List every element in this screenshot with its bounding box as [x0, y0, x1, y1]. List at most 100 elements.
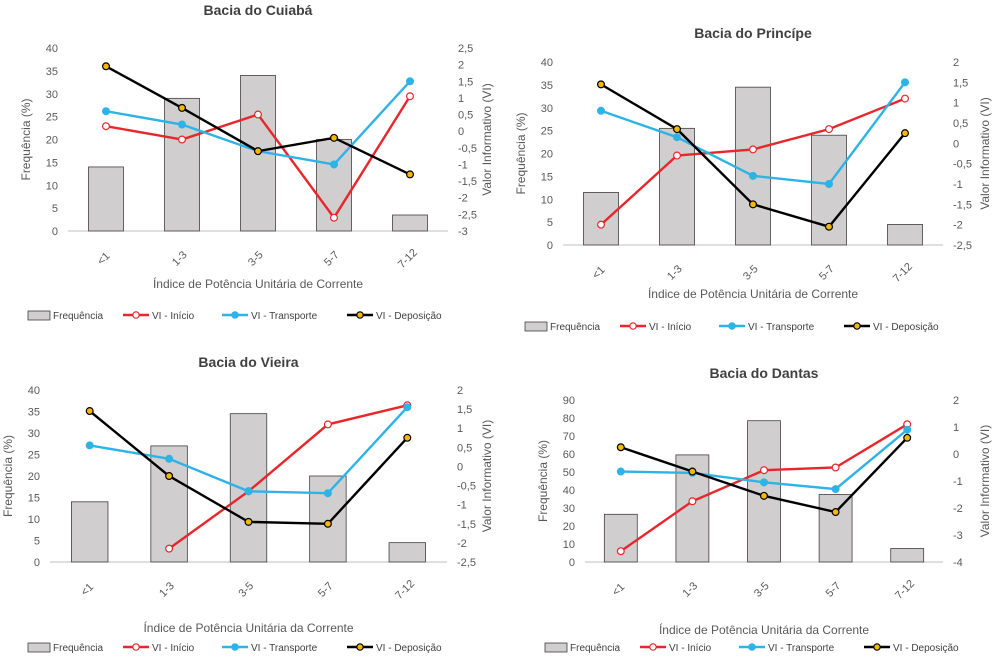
chart-svg: Bacia do Princípe0510152025303540-2,5-2-… [514, 25, 992, 333]
line-point [688, 497, 697, 506]
legend-item: VI - Início [123, 643, 195, 654]
line-point [165, 544, 174, 553]
legend-item: VI - Transporte [739, 643, 835, 654]
y-axis-title: Frequência (%) [19, 98, 33, 180]
line-point [749, 171, 758, 180]
y2-tick-label: 1,5 [458, 76, 473, 88]
y-tick-label: 30 [46, 89, 58, 101]
line-point [831, 463, 840, 472]
line-point [244, 487, 253, 496]
line-point [244, 517, 253, 526]
line-point [330, 160, 339, 169]
legend-swatch-marker [356, 311, 364, 319]
y-tick-label: 15 [541, 171, 553, 183]
legend-item: VI - Início [640, 643, 712, 654]
y-tick-label: 25 [28, 450, 40, 462]
legend-swatch-marker [132, 643, 140, 651]
legend-item: VI - Transporte [222, 311, 318, 322]
chart-panel-vieira: Bacia do Vieira 0 5 10 15 20 25 30 35 40 -2,5 -2 -1,… [0, 345, 497, 656]
chart-title: Bacia do Cuiabá [204, 2, 313, 18]
legend-item: VI - Transporte [719, 322, 815, 333]
y-tick-label: 40 [541, 57, 553, 69]
line-point [760, 478, 769, 487]
y2-axis-title: Valor Informativo (VI) [480, 420, 494, 532]
y-axis-title: Frequência (%) [514, 112, 528, 194]
bar-frequencia [164, 97, 200, 232]
legend-label: VI - Deposição [873, 322, 939, 333]
line-point [330, 213, 339, 222]
y2-tick-label: 0,5 [458, 110, 473, 122]
x-tick-label: 1-3 [665, 263, 685, 283]
legend-swatch-marker [873, 643, 881, 651]
line-point [178, 135, 187, 144]
y-tick-label: 35 [28, 407, 40, 419]
y-tick-label: 10 [28, 514, 40, 526]
y2-tick-label: -2 [953, 503, 963, 515]
x-tick-label: <1 [79, 581, 96, 598]
chart-title: Bacia do Princípe [694, 25, 812, 41]
bar-frequencia [818, 494, 853, 563]
y-tick-label: 5 [52, 203, 58, 215]
y-tick-label: 25 [46, 112, 58, 124]
y2-tick-label: -0,5 [953, 159, 972, 171]
legend-item: VI - Início [123, 311, 195, 322]
y-tick-label: 50 [563, 467, 575, 479]
y2-tick-label: 2 [458, 60, 464, 72]
y2-tick-label: -2,5 [457, 557, 476, 569]
line-point [85, 407, 94, 416]
bar-frequencia [887, 224, 923, 246]
legend-label: Frequência [570, 643, 620, 654]
y-tick-label: 30 [541, 103, 553, 115]
line-point [178, 120, 187, 129]
y-tick-label: 10 [46, 180, 58, 192]
y-tick-label: 15 [28, 493, 40, 505]
legend-item: VI - Deposição [347, 643, 442, 654]
x-tick-label: 5-7 [824, 580, 844, 600]
line-point [596, 220, 605, 229]
line-point [101, 107, 110, 116]
legend-swatch-bar [524, 321, 548, 332]
y-tick-label: 20 [541, 149, 553, 161]
x-axis-title: Índice de Potência Unitária da Corrente [659, 622, 869, 637]
line-point [825, 222, 834, 231]
x-tick-label: 3-5 [246, 249, 266, 269]
y-tick-label: 0 [34, 557, 40, 569]
line-point [688, 467, 697, 476]
y-tick-label: 0 [52, 226, 58, 238]
y2-tick-label: 0,5 [457, 442, 472, 454]
y-tick-label: 35 [541, 80, 553, 92]
y2-tick-label: -3 [458, 226, 468, 238]
y-tick-label: 40 [563, 485, 575, 497]
legend-label: VI - Transporte [768, 643, 835, 654]
y2-tick-label: -1,5 [457, 519, 476, 531]
legend-swatch-marker [132, 311, 140, 319]
line-point [749, 200, 758, 209]
line-point [406, 92, 415, 101]
y-tick-label: 5 [34, 536, 40, 548]
y2-tick-label: -2 [953, 220, 963, 232]
y2-tick-label: 2 [457, 385, 463, 397]
legend-item: VI - Deposição [864, 643, 959, 654]
line-point [901, 94, 910, 103]
legend-item: VI - Transporte [222, 643, 318, 654]
x-tick-label: 5-7 [817, 263, 837, 283]
x-tick-label: 3-5 [752, 580, 772, 600]
x-tick-label: 3-5 [237, 580, 257, 600]
y2-tick-label: -2 [457, 538, 467, 550]
line-point [903, 433, 912, 442]
line-point [616, 467, 625, 476]
x-tick-label: 7-12 [393, 578, 417, 602]
y2-tick-label: 1 [457, 423, 463, 435]
line-point [85, 441, 94, 450]
y2-tick-label: 2 [953, 57, 959, 69]
y-tick-label: 35 [46, 66, 58, 78]
x-tick-label: 1-3 [157, 580, 177, 600]
line-point [673, 151, 682, 160]
y2-tick-label: 1 [458, 93, 464, 105]
legend-label: VI - Início [649, 322, 692, 333]
y2-axis-title: Valor Informativo (VI) [978, 97, 992, 209]
legend-label: Frequência [550, 322, 600, 333]
y2-tick-label: -2 [458, 193, 468, 205]
y-tick-label: 20 [46, 135, 58, 147]
legend-label: VI - Início [152, 643, 195, 654]
